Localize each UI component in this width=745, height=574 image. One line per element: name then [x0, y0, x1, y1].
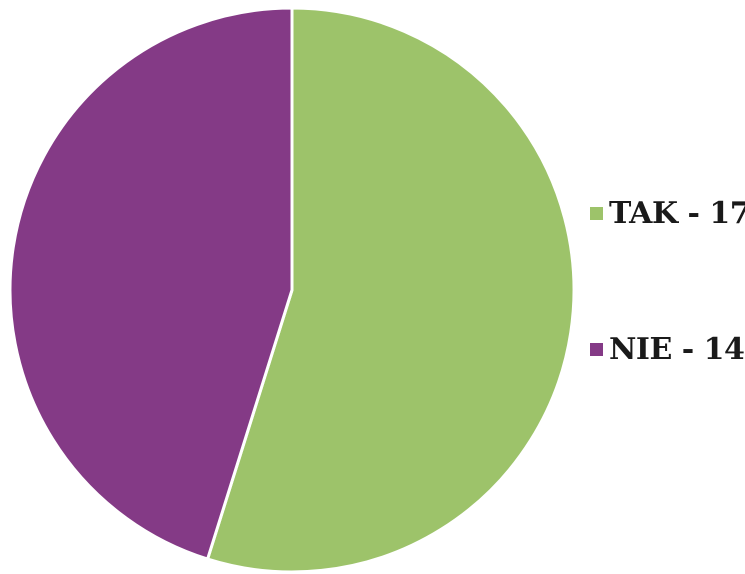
pie-slices: [8, 6, 576, 574]
pie-slice-nie: [8, 6, 294, 561]
legend-swatch-nie: [590, 343, 603, 356]
pie-slice-tak: [206, 6, 576, 574]
legend-label-tak: TAK - 17: [609, 196, 745, 231]
legend-item-tak: TAK - 17: [590, 196, 745, 231]
legend-swatch-tak: [590, 207, 603, 220]
legend-label-nie: NIE - 14: [609, 332, 745, 367]
legend-item-nie: NIE - 14: [590, 332, 745, 367]
